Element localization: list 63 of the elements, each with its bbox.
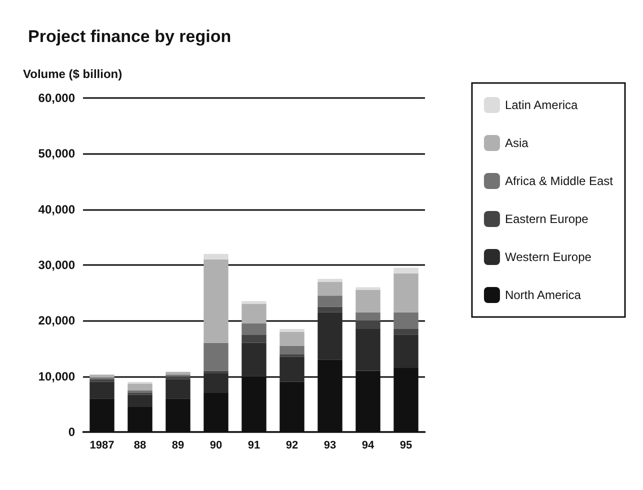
bar xyxy=(204,374,228,394)
bar xyxy=(90,382,114,399)
bar xyxy=(166,379,190,399)
x-tick-label: 92 xyxy=(286,440,298,452)
bar xyxy=(280,346,304,354)
bar xyxy=(394,268,418,274)
bar xyxy=(318,278,342,282)
bar xyxy=(318,306,342,312)
bar xyxy=(280,332,304,346)
bar xyxy=(204,370,228,374)
bar xyxy=(242,323,266,335)
bar xyxy=(204,254,228,260)
bar xyxy=(394,273,418,312)
bar xyxy=(280,329,304,332)
bar xyxy=(242,342,266,376)
bar xyxy=(318,312,342,360)
bar xyxy=(128,390,152,394)
x-tick-label: 93 xyxy=(324,440,336,452)
bar xyxy=(90,379,114,382)
bar xyxy=(318,296,342,307)
bar xyxy=(280,354,304,357)
bar xyxy=(90,374,114,378)
bar xyxy=(242,304,266,324)
bar xyxy=(128,394,152,407)
bar xyxy=(394,329,418,335)
y-tick-label: 60,000 xyxy=(38,91,76,105)
y-tick-label: 20,000 xyxy=(38,314,76,328)
bar xyxy=(242,334,266,343)
x-tick-label: 95 xyxy=(400,440,412,452)
bar xyxy=(394,312,418,330)
bar xyxy=(166,372,190,375)
y-tick-label: 10,000 xyxy=(38,369,76,384)
legend-label: Western Europe xyxy=(504,250,592,264)
x-tick-label: 89 xyxy=(172,440,184,452)
bar xyxy=(242,301,266,304)
bar xyxy=(204,259,228,343)
legend-label: Latin America xyxy=(504,98,578,112)
y-tick-label: 30,000 xyxy=(38,258,76,272)
y-tick-label: 40,000 xyxy=(38,202,76,216)
y-axis-title: Volume ($ billion) xyxy=(23,67,122,81)
legend-label: North America xyxy=(504,288,582,302)
bar xyxy=(128,384,152,390)
x-tick-label: 88 xyxy=(134,440,146,452)
x-tick-label: 91 xyxy=(248,440,260,452)
bar xyxy=(356,287,380,290)
y-tick-label: 0 xyxy=(68,425,76,439)
bar xyxy=(356,312,380,321)
legend-label: Eastern Europe xyxy=(504,212,589,226)
bar xyxy=(356,329,380,371)
bar xyxy=(356,320,380,330)
y-tick-label: 50,000 xyxy=(38,146,76,161)
x-tick-label: 1987 xyxy=(90,440,114,452)
chart-title: Project finance by region xyxy=(28,27,232,46)
legend-label: Africa & Middle East xyxy=(504,174,614,188)
legend-label: Asia xyxy=(504,136,529,150)
bar xyxy=(280,356,304,382)
x-tick-label: 94 xyxy=(362,440,375,452)
bar xyxy=(204,342,228,371)
bar xyxy=(394,334,418,368)
x-tick-label: 90 xyxy=(210,440,222,452)
bar xyxy=(166,376,190,380)
bar xyxy=(356,290,380,312)
bar xyxy=(318,282,342,296)
